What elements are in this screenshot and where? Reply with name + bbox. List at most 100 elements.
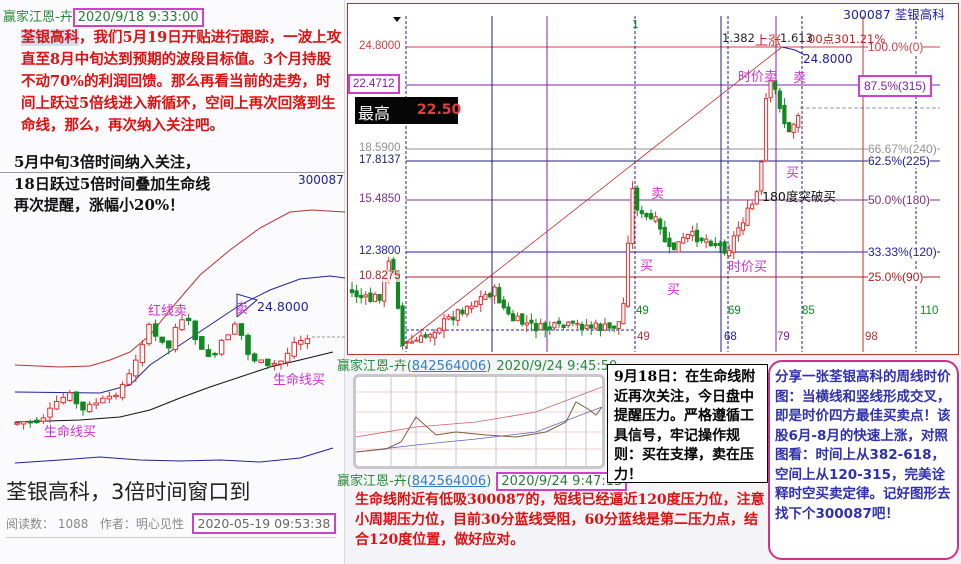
high-price-label: 24.8000 <box>803 52 853 66</box>
candle <box>133 354 139 382</box>
signal-sell: 卖 <box>793 71 807 86</box>
candle <box>543 320 548 338</box>
fib-pct-label: 25.0%(90) <box>868 270 924 284</box>
candle <box>478 290 483 313</box>
angle-line <box>399 46 783 348</box>
candle <box>451 310 456 326</box>
post3-header: 赢家江恩-卉(842564006) 2020/9/24 9:47:13 <box>337 470 628 491</box>
candle <box>47 402 53 424</box>
candle <box>441 313 447 339</box>
bar-count-label: 110 <box>920 305 939 317</box>
post1-header: 赢家江恩-卉 2020/9/18 9:33:00 <box>3 6 204 27</box>
candle <box>20 421 27 430</box>
price-level-label: 15.4850 <box>359 193 401 205</box>
author: 明心见性 <box>135 517 184 531</box>
candle <box>212 351 218 358</box>
dropdown-arrow-icon <box>393 17 401 22</box>
candle <box>791 122 796 139</box>
sender-name: 赢家江恩-卉( <box>337 359 412 374</box>
author-label: 作者： <box>99 517 136 531</box>
article-meta: 阅读数： 1088 作者：明心见性 2020-05-19 09:53:38 <box>6 513 337 534</box>
bar-count-label: 49 <box>637 331 650 343</box>
candle <box>271 359 278 371</box>
candle <box>258 359 264 363</box>
candle <box>53 395 60 411</box>
candle <box>736 221 741 242</box>
tooltip-value: 22.50 <box>417 102 462 118</box>
signal-time-price-buy: 时价买 <box>728 260 768 275</box>
candle <box>506 302 511 316</box>
signal-buy: 买 <box>667 283 681 298</box>
fib-pct-label: 66.67%(240) <box>868 142 937 156</box>
candle <box>556 317 562 328</box>
high-marker <box>236 293 259 318</box>
candle <box>529 313 534 332</box>
price-level-label: 10.8275 <box>359 270 401 282</box>
bar-count-label: 98 <box>865 331 878 343</box>
stock-code: 300087 <box>298 173 344 187</box>
candle <box>782 98 787 128</box>
candle <box>363 291 368 305</box>
time-price-chart <box>347 3 959 355</box>
candle <box>34 416 40 425</box>
fib-label-2: 1.613 <box>780 31 813 45</box>
fib-pct-label: 62.5%(225) <box>868 154 931 168</box>
candle <box>238 323 245 341</box>
life-line <box>14 351 334 423</box>
candle <box>561 324 566 331</box>
candle <box>717 240 723 254</box>
timestamp: 2020/9/18 9:33:00 <box>72 8 204 27</box>
candle <box>298 335 304 350</box>
candle <box>515 312 520 322</box>
fib-pct-label: 100.0%(0) <box>868 40 924 54</box>
price-level-label: 24.8000 <box>359 40 401 52</box>
price-level-label: 18.5900 <box>359 142 401 154</box>
candle <box>786 122 792 133</box>
candle <box>524 315 529 333</box>
candle <box>630 181 635 250</box>
candle <box>179 314 185 332</box>
bar-count-label: 79 <box>777 331 790 343</box>
candle <box>750 201 755 211</box>
candle <box>265 358 271 370</box>
candle <box>86 401 93 414</box>
candle <box>768 80 773 103</box>
fib-pct-label: 33.33%(120) <box>868 245 937 259</box>
candle <box>773 80 778 95</box>
candle <box>405 341 410 349</box>
candle <box>589 321 594 336</box>
candle <box>602 317 608 331</box>
label-red-line-sell: 红线卖 <box>148 304 188 319</box>
thumbnail-chart <box>355 377 603 466</box>
candle <box>400 302 405 350</box>
price-level-label: 17.8137 <box>359 154 401 166</box>
sender-id-link[interactable]: 842564006 <box>411 474 487 489</box>
sender-id-link[interactable]: 842564006 <box>411 359 487 374</box>
article-title[interactable]: 荃银高科，3倍时间窗口到 <box>6 480 251 504</box>
candle <box>80 401 86 416</box>
candle <box>487 291 493 299</box>
candle <box>409 334 414 344</box>
candle <box>607 322 612 332</box>
post2-header: 赢家江恩-卉(842564006) 2020/9/24 9:45:50 <box>337 355 617 374</box>
candle <box>713 237 718 249</box>
candle <box>278 360 284 370</box>
candle <box>777 87 782 113</box>
candle <box>662 220 667 243</box>
message-text: ，我们5月19日开贴进行跟踪，一波上攻直至8月中旬达到预期的波段目标值。3个月持… <box>21 29 342 134</box>
candle <box>119 381 126 401</box>
post1-message: 荃银高科，我们5月19日开贴进行跟踪，一波上攻直至8月中旬达到预期的波段目标值。… <box>21 27 343 137</box>
candle <box>483 290 488 301</box>
candle <box>199 336 205 350</box>
candle <box>492 284 497 304</box>
candle <box>796 112 801 133</box>
shared-chart-thumbnail[interactable] <box>353 374 605 469</box>
candle <box>671 242 677 251</box>
candle <box>704 234 709 249</box>
label-sell: 卖 <box>235 302 249 317</box>
upper-band-line <box>14 209 345 368</box>
lower-band-line <box>14 447 334 464</box>
signal-buy: 买 <box>640 259 654 274</box>
rise-pct-label: 00点301.21% <box>808 32 886 46</box>
candle <box>166 340 172 355</box>
